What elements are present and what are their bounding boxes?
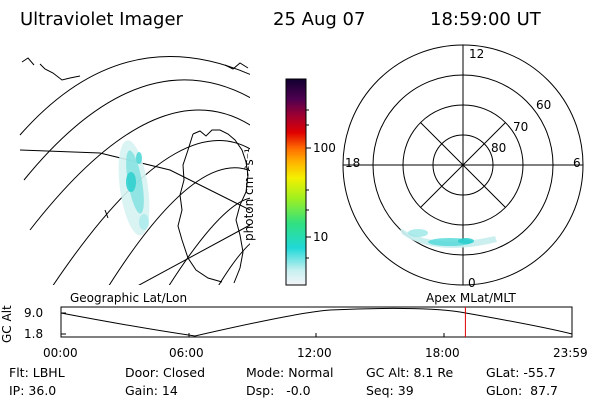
orbit-xtick-1800: 18:00 [425, 346, 460, 360]
mlt-label-6: 6 [573, 156, 581, 170]
orbit-panel [60, 306, 573, 338]
instrument-title: Ultraviolet Imager [20, 9, 183, 30]
status-glon: GLon: 87.7 [486, 383, 558, 398]
polar-plot [342, 44, 584, 286]
geographic-map [19, 56, 250, 285]
mlt-label-18: 18 [345, 156, 361, 170]
colorbar [285, 78, 307, 286]
status-filter: Flt: LBHL [9, 365, 65, 380]
colorbar-ticks [306, 109, 311, 259]
mlt-label-12: 12 [469, 47, 485, 61]
status-gain: Gain: 14 [125, 383, 178, 398]
orbit-xtick-0000: 00:00 [43, 346, 78, 360]
status-ip: IP: 36.0 [9, 383, 57, 398]
mlat-label-60: 60 [536, 98, 552, 112]
aurora-geographic [118, 140, 150, 236]
colorbar-tick-10: 10 [313, 230, 329, 244]
mlat-label-80: 80 [491, 141, 507, 155]
status-glat: GLat: -55.7 [486, 365, 556, 380]
status-gc-alt: GC Alt: 8.1 Re [366, 365, 454, 380]
projection-label-right: Apex MLat/MLT [426, 291, 516, 305]
time-label: 18:59:00 UT [430, 9, 541, 30]
projection-label-left: Geographic Lat/Lon [70, 291, 188, 305]
mlt-label-0: 0 [468, 276, 476, 290]
status-dsp: Dsp: -0.0 [246, 383, 311, 398]
orbit-xtick-0600: 06:00 [169, 346, 204, 360]
orbit-ytick-low: 1.8 [24, 327, 44, 341]
status-mode: Mode: Normal [246, 365, 334, 380]
colorbar-label: photon cm⁻²s⁻¹ [242, 148, 256, 241]
orbit-ylabel: GC Alt [0, 305, 14, 343]
status-seq: Seq: 39 [366, 383, 414, 398]
mlat-label-70: 70 [513, 120, 529, 134]
orbit-xtick-1200: 12:00 [297, 346, 332, 360]
orbit-ytick-high: 9.0 [24, 306, 44, 320]
colorbar-tick-100: 100 [313, 141, 336, 155]
status-door: Door: Closed [125, 365, 206, 380]
date-label: 25 Aug 07 [273, 9, 366, 30]
orbit-xtick-2359: 23:59 [553, 346, 588, 360]
aurora-polar [400, 228, 497, 248]
